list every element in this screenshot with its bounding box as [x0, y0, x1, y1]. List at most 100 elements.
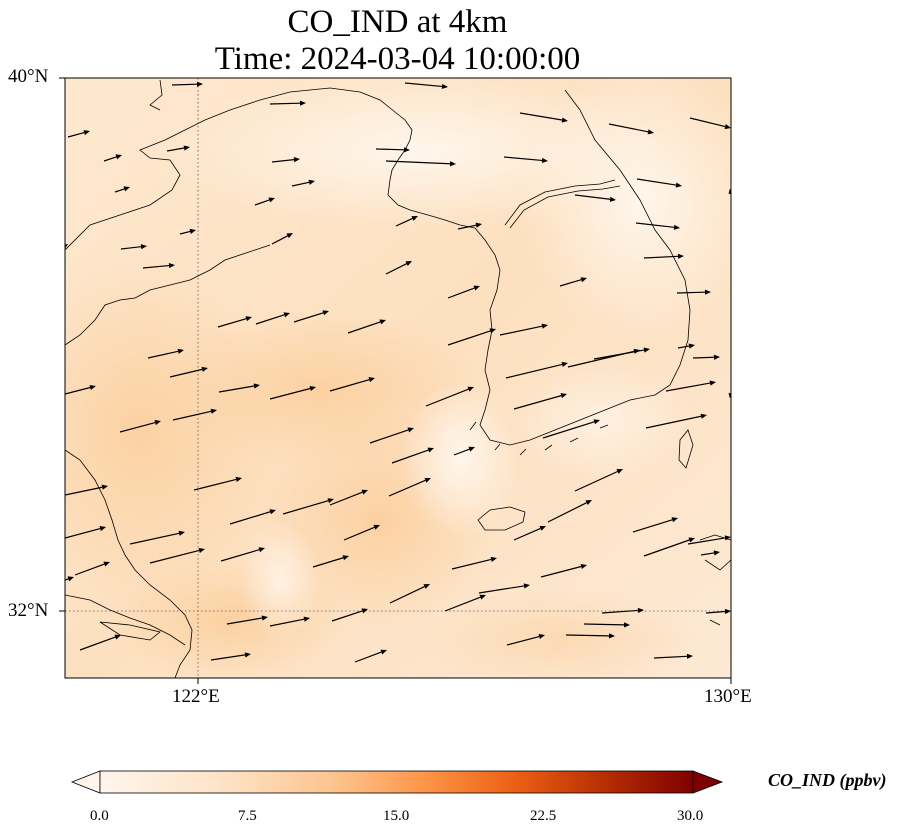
- wind-arrow: [226, 615, 268, 625]
- wind-arrow: [425, 386, 474, 407]
- wind-arrow: [388, 477, 431, 497]
- wind-arrow: [169, 366, 208, 378]
- wind-arrow: [129, 530, 185, 545]
- wind-arrow: [119, 420, 161, 433]
- wind-arrow: [269, 100, 306, 106]
- wind-arrow: [217, 316, 252, 328]
- gridlines: [65, 78, 731, 678]
- colorbar-tick-2: 15.0: [383, 808, 410, 824]
- wind-arrow: [705, 608, 731, 615]
- wind-arrow: [210, 652, 251, 661]
- wind-arrow: [447, 328, 496, 346]
- wind-arrow: [65, 526, 106, 539]
- wind-arrow: [329, 377, 375, 392]
- wind-arrow: [369, 427, 414, 444]
- wind-arrow: [519, 112, 568, 123]
- wind-arrow: [601, 607, 644, 614]
- wind-arrow: [171, 81, 203, 87]
- wind-arrow: [65, 484, 108, 496]
- wind-arrow: [147, 348, 184, 359]
- wind-vectors: [65, 81, 731, 663]
- wind-arrow: [451, 556, 497, 570]
- jeju-island: [477, 506, 526, 531]
- colorbar-tick-4: 30.0: [677, 808, 704, 824]
- wind-arrow: [291, 179, 315, 187]
- wind-arrow: [220, 547, 265, 562]
- wind-arrow: [457, 222, 482, 230]
- wind-arrow: [172, 408, 217, 421]
- wind-arrow: [391, 447, 434, 464]
- wind-arrow: [567, 348, 640, 368]
- colorbar-tick-0: 0.0: [90, 808, 109, 824]
- y-tick-label-32: 32°N: [8, 600, 49, 621]
- colorbar-tick-1: 7.5: [238, 808, 257, 824]
- co-concentration-field: [65, 78, 731, 678]
- wind-arrow: [583, 622, 630, 628]
- korea-islands-south: [469, 421, 609, 456]
- wind-arrow: [643, 253, 684, 259]
- wind-arrow: [255, 312, 290, 325]
- wind-arrow: [149, 547, 205, 564]
- wind-arrow: [542, 419, 600, 439]
- wind-arrow: [312, 555, 349, 568]
- wind-arrow: [513, 526, 546, 541]
- wind-arrow: [375, 147, 410, 153]
- wind-arrow: [608, 123, 654, 135]
- wind-arrow: [142, 262, 175, 269]
- map-title: CO_IND at 4km: [287, 4, 508, 40]
- wind-arrow: [385, 160, 456, 167]
- coastline-korea-east: [564, 89, 691, 396]
- map-time-subtitle: Time: 2024-03-04 10:00:00: [214, 41, 581, 77]
- wind-arrow: [478, 583, 530, 594]
- wind-arrow: [74, 561, 110, 576]
- wind-arrow: [389, 584, 430, 604]
- wind-arrow: [645, 413, 707, 429]
- wind-arrow: [65, 384, 96, 395]
- wind-arrow: [67, 130, 90, 138]
- yangtze-estuary: [65, 594, 186, 646]
- wind-arrow: [677, 343, 695, 349]
- colorbar: [70, 770, 724, 794]
- wind-arrow: [65, 576, 74, 582]
- wind-arrow: [395, 216, 418, 227]
- wind-arrow: [499, 323, 548, 336]
- x-tick-label-122: 122°E: [172, 686, 220, 707]
- colorbar-extend-high: [692, 770, 724, 794]
- wind-arrow: [254, 197, 275, 206]
- wind-arrow: [444, 594, 486, 612]
- korea-dmz-border: [504, 179, 616, 226]
- wind-arrow: [229, 509, 276, 525]
- wind-arrow: [269, 616, 310, 627]
- colorbar-tick-3: 22.5: [530, 808, 557, 824]
- korea-dmz-border-2: [509, 185, 621, 229]
- wind-arrow: [79, 634, 121, 651]
- coastline-jiangsu: [65, 449, 193, 678]
- wind-arrow: [503, 156, 548, 164]
- wind-arrow: [559, 277, 587, 287]
- wind-arrow: [505, 361, 568, 379]
- wind-arrow: [282, 498, 334, 515]
- x-tick-label-130: 130°E: [704, 686, 752, 707]
- tsushima-island: [678, 429, 694, 469]
- coastline-korea-west: [474, 227, 656, 446]
- wind-arrow: [689, 117, 731, 130]
- wind-arrow: [643, 537, 695, 557]
- wind-arrow: [665, 380, 716, 392]
- wind-arrow: [574, 469, 623, 492]
- wind-arrow: [293, 310, 329, 323]
- wind-arrow: [120, 244, 147, 250]
- wind-arrow: [632, 517, 678, 533]
- colorbar-gradient: [99, 770, 694, 794]
- wind-arrow: [218, 383, 260, 393]
- wind-arrow: [179, 228, 196, 235]
- colorbar-label: CO_IND (ppbv): [768, 770, 887, 790]
- wind-arrow: [166, 145, 190, 152]
- wind-arrow: [547, 500, 592, 523]
- wind-arrow: [636, 178, 682, 188]
- wind-arrow: [343, 524, 380, 541]
- wind-arrow: [540, 563, 587, 578]
- wind-arrow: [329, 489, 368, 506]
- wind-arrow: [513, 393, 567, 410]
- y-tick-label-40: 40°N: [8, 66, 49, 87]
